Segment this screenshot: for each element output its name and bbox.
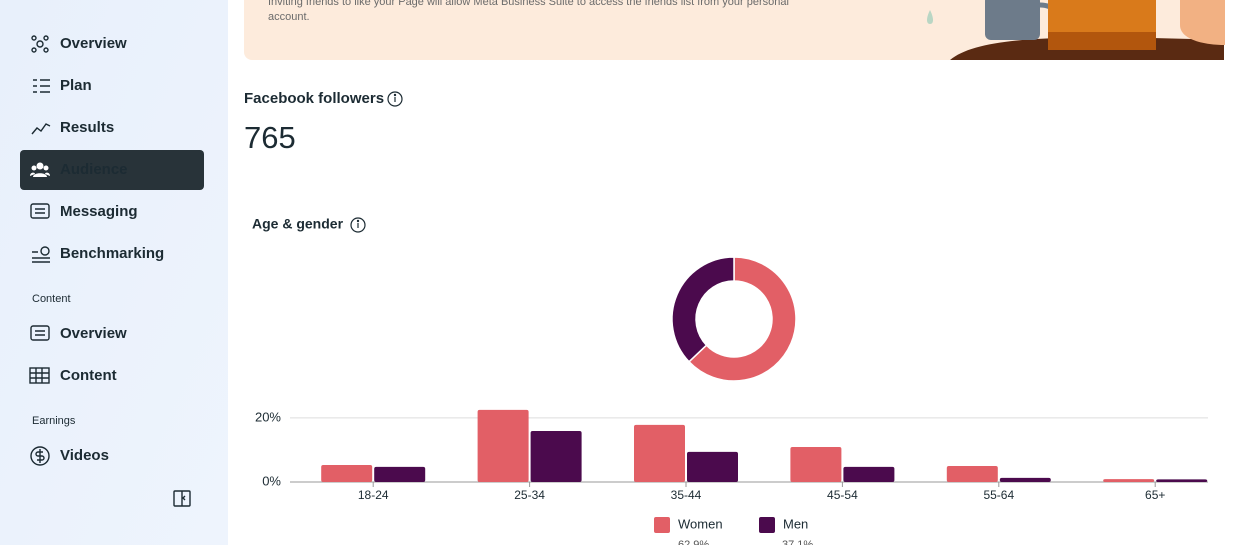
nav-item[interactable]: Overview [60,325,127,342]
x-tick-label: 45-54 [827,488,858,502]
followers-count: 765 [244,120,296,155]
legend-label: Women [678,516,723,531]
bar [843,466,895,482]
bar [530,430,582,482]
donut-segment [688,256,797,382]
bar [477,409,529,482]
banner-text: Inviting friends to like your Page will … [268,0,789,23]
bar [790,447,842,482]
nav-item[interactable]: Results [60,119,114,136]
section-label: Earnings [32,415,76,427]
y-tick-label: 0% [262,473,281,488]
nav-icons [29,35,191,507]
x-tick-label: 55-64 [983,488,1014,502]
x-tick-label: 18-24 [358,488,389,502]
section-label: Content [32,293,71,305]
bar [1156,479,1208,482]
chart-title: Age & gender [252,216,344,232]
nav-item[interactable]: Audience [60,161,128,178]
info-icons [350,91,403,233]
nav-item[interactable]: Messaging [60,203,138,220]
nav-item[interactable]: Content [60,367,117,384]
bar [321,464,373,482]
legend-label: Men [783,516,808,531]
legend-swatch [759,517,775,533]
nav-item[interactable]: Benchmarking [60,245,164,262]
banner [244,0,1224,60]
donut-segment [671,256,735,363]
y-tick-label: 20% [255,409,281,424]
bar [634,424,685,482]
legend-share: 62.9% [678,539,709,545]
bar [374,466,426,482]
x-tick-label: 25-34 [514,488,545,502]
legend-share: 37.1% [782,539,813,545]
audience-icon [30,162,50,177]
legend-swatch [654,517,670,533]
nav-item[interactable]: Videos [60,447,109,464]
bar [999,477,1051,482]
sidebar [0,0,228,545]
nav-item[interactable]: Overview [60,35,127,52]
nav-item[interactable]: Plan [60,77,92,94]
bar [946,465,998,482]
bar [1103,479,1155,482]
followers-title: Facebook followers [244,90,384,107]
bar [687,451,738,482]
banner-illustration [927,0,1225,60]
x-tick-label: 35-44 [671,488,702,502]
x-tick-label: 65+ [1145,488,1165,502]
active-item-bg [20,150,204,190]
